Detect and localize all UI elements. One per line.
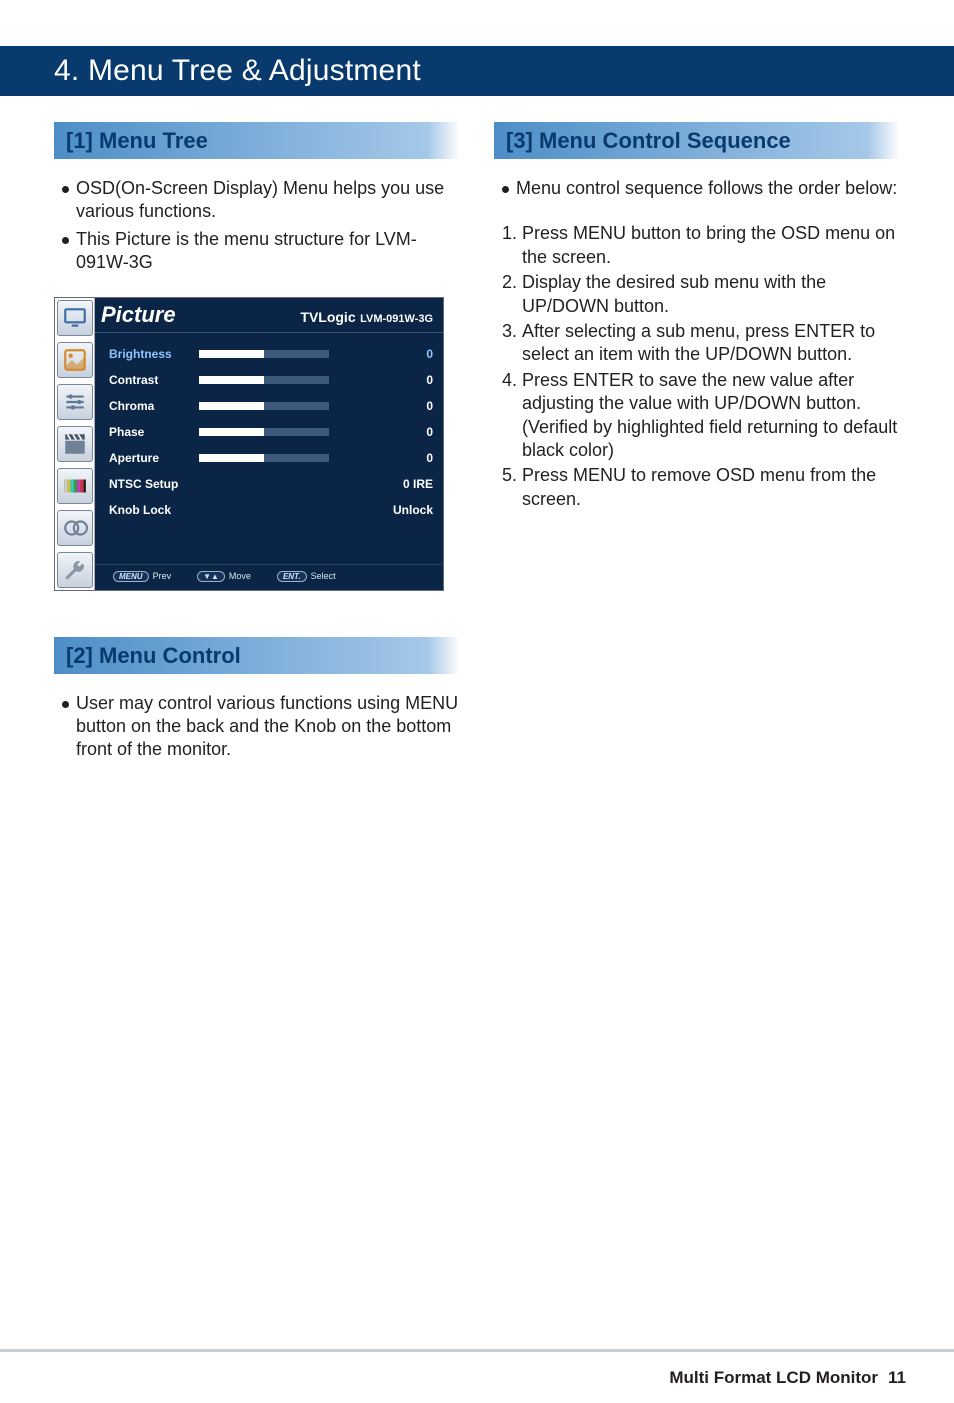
page-footer: Multi Format LCD Monitor 11: [0, 1349, 954, 1403]
nav-hint-prev: MENU Prev: [113, 571, 171, 582]
osd-row-ntsc: NTSC Setup 0 IRE: [109, 471, 433, 497]
slider-bar: [199, 454, 329, 462]
osd-row-label: NTSC Setup: [109, 477, 199, 491]
osd-sidebar: [55, 298, 95, 590]
nav-pill-btn: ENT.: [277, 571, 307, 582]
step: Press ENTER to save the new value after …: [502, 369, 900, 463]
osd-row-label: Phase: [109, 425, 199, 439]
bars-icon: [57, 468, 93, 504]
osd-menu-screenshot: Picture TVLogic LVM-091W-3G Brightness 0…: [54, 297, 444, 591]
osd-row-spacer: [109, 523, 433, 549]
osd-row-label: Chroma: [109, 399, 199, 413]
osd-row-aperture: Aperture 0: [109, 445, 433, 471]
monitor-icon: [57, 300, 93, 336]
page-title: 4. Menu Tree & Adjustment: [54, 54, 421, 88]
bullet: Menu control sequence follows the order …: [502, 177, 900, 200]
left-column: [1] Menu Tree OSD(On-Screen Display) Men…: [54, 122, 460, 784]
osd-row-label: Aperture: [109, 451, 199, 465]
section1-bullets: OSD(On-Screen Display) Menu helps you us…: [54, 177, 460, 275]
section2-header: [2] Menu Control: [54, 637, 460, 674]
osd-row-brightness: Brightness 0: [109, 341, 433, 367]
osd-row-knoblock: Knob Lock Unlock: [109, 497, 433, 523]
slider-bar: [199, 376, 329, 384]
nav-pill-btn: ▼▲: [197, 571, 225, 582]
bullet: User may control various functions using…: [62, 692, 460, 762]
step: Press MENU to remove OSD menu from the s…: [502, 464, 900, 511]
slider-bar: [199, 402, 329, 410]
osd-rows: Brightness 0 Contrast 0 Chroma 0: [95, 333, 443, 564]
osd-row-label: Knob Lock: [109, 503, 199, 517]
nav-pill-btn: MENU: [113, 571, 149, 582]
bullet: This Picture is the menu structure for L…: [62, 228, 460, 275]
section1-header: [1] Menu Tree: [54, 122, 460, 159]
wrench-icon: [57, 552, 93, 588]
slider-bar: [199, 428, 329, 436]
section3-header: [3] Menu Control Sequence: [494, 122, 900, 159]
nav-hint-move: ▼▲ Move: [197, 571, 251, 582]
osd-row-value: 0: [337, 399, 433, 413]
osd-row-value: 0: [337, 347, 433, 361]
right-column: [3] Menu Control Sequence Menu control s…: [494, 122, 900, 784]
osd-nav-hints: MENU Prev ▼▲ Move ENT. Select: [95, 564, 443, 590]
section3-bullets: Menu control sequence follows the order …: [494, 177, 900, 200]
footer-page-number: 11: [888, 1368, 906, 1388]
osd-title: Picture: [101, 302, 176, 328]
osd-row-value: 0: [337, 373, 433, 387]
picture-frame-icon: [57, 342, 93, 378]
osd-row-value: 0: [337, 451, 433, 465]
nav-hint-select: ENT. Select: [277, 571, 336, 582]
section3-steps: Press MENU button to bring the OSD menu …: [494, 222, 900, 511]
record-icon: [57, 510, 93, 546]
controls-icon: [57, 384, 93, 420]
page-title-bar: 4. Menu Tree & Adjustment: [0, 46, 954, 96]
slider-bar: [199, 350, 329, 358]
nav-pill-label: Select: [311, 571, 336, 581]
osd-model: LVM-091W-3G: [360, 313, 433, 325]
nav-pill-label: Move: [229, 571, 251, 581]
osd-row-contrast: Contrast 0: [109, 367, 433, 393]
footer-label: Multi Format LCD Monitor: [669, 1368, 878, 1388]
step: Display the desired sub menu with the UP…: [502, 271, 900, 318]
osd-header: Picture TVLogic LVM-091W-3G: [95, 298, 443, 333]
osd-row-value: 0 IRE: [199, 477, 433, 491]
nav-pill-label: Prev: [153, 571, 172, 581]
osd-row-value: 0: [337, 425, 433, 439]
osd-row-label: Brightness: [109, 347, 199, 361]
osd-row-chroma: Chroma 0: [109, 393, 433, 419]
step: Press MENU button to bring the OSD menu …: [502, 222, 900, 269]
osd-row-label: Contrast: [109, 373, 199, 387]
bullet: OSD(On-Screen Display) Menu helps you us…: [62, 177, 460, 224]
osd-body: Picture TVLogic LVM-091W-3G Brightness 0…: [95, 298, 443, 590]
clapper-icon: [57, 426, 93, 462]
section2-bullets: User may control various functions using…: [54, 692, 460, 762]
osd-brand: TVLogic: [300, 309, 355, 325]
osd-row-value: Unlock: [199, 503, 433, 517]
step: After selecting a sub menu, press ENTER …: [502, 320, 900, 367]
osd-row-phase: Phase 0: [109, 419, 433, 445]
